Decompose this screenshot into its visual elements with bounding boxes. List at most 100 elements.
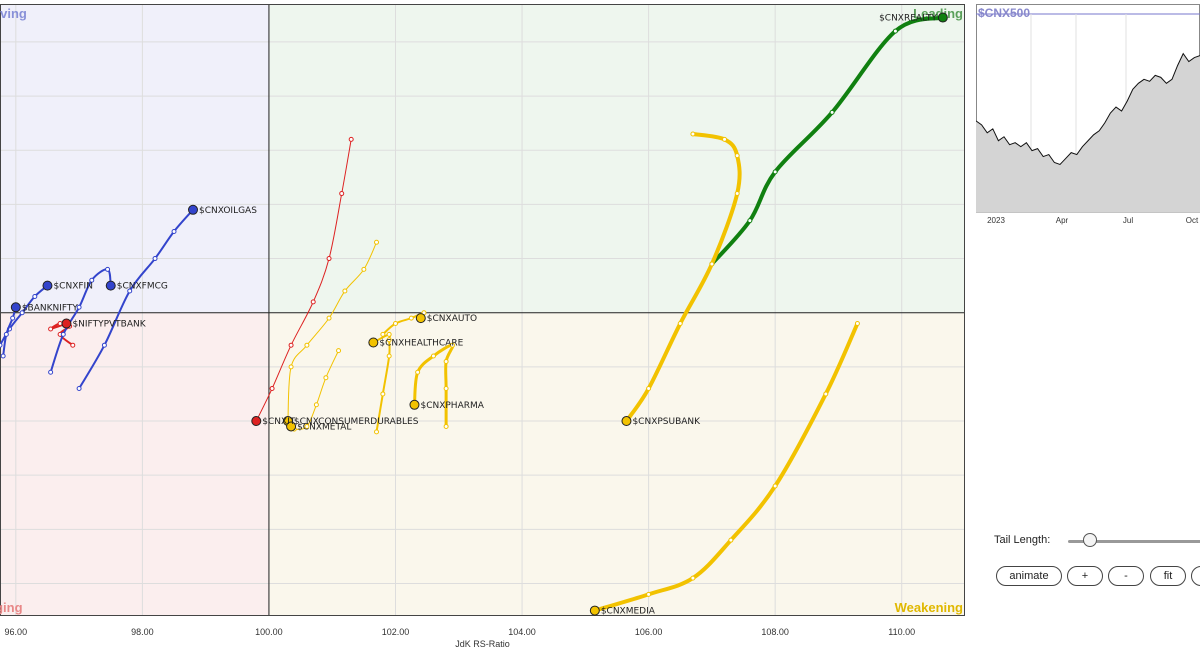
tail-point-cnxpharma-5 xyxy=(415,369,421,375)
tail-point-cnxfmcg-3 xyxy=(89,277,95,283)
animate-button[interactable]: animate xyxy=(996,566,1062,586)
tail-point-cnxit-3 xyxy=(310,299,316,305)
tail-point-cnxconsumerdurables-0 xyxy=(374,239,380,245)
tail-point-cnxmedia-3 xyxy=(728,537,734,543)
tail-point-cnxmedia-4 xyxy=(690,575,696,581)
head-cnxmetal xyxy=(286,421,297,432)
tail-point-cnxfin-2 xyxy=(19,310,25,316)
tail-point-banknifty-0 xyxy=(0,353,6,359)
tail-point-cnxit-0 xyxy=(348,136,354,142)
tail-point-cnxhealthcare-2 xyxy=(386,353,392,359)
tail-point-cnxrealty-1 xyxy=(747,218,753,224)
head-banknifty xyxy=(10,302,21,313)
head-cnxpharma xyxy=(409,399,420,410)
tail-point-cnxit-5 xyxy=(269,386,275,392)
x-tick-label-6: 108.00 xyxy=(761,627,789,637)
zoom-in-button[interactable]: + xyxy=(1067,566,1103,586)
tail-point-cnxmetal-3 xyxy=(304,423,310,429)
head-cnxfmcg xyxy=(105,280,116,291)
mini-area xyxy=(976,53,1200,212)
tail-point-cnxmedia-1 xyxy=(823,391,829,397)
tail-point-cnxfmcg-0 xyxy=(48,369,54,375)
tail-point-cnxmedia-5 xyxy=(646,591,652,597)
x-tick-label-7: 110.00 xyxy=(888,627,915,637)
tail-cnxoilgas xyxy=(78,208,194,390)
label-cnxpharma: $CNXPHARMA xyxy=(420,401,484,411)
tail-point-cnxpsubank-1 xyxy=(722,136,728,142)
tail-point-cnxconsumerdurables-3 xyxy=(326,315,332,321)
head-cnxfin xyxy=(42,280,53,291)
tail-point-cnxfmcg-4 xyxy=(105,266,111,272)
head-cnxrealty xyxy=(937,12,948,23)
tail-point-cnxpsubank-3 xyxy=(734,191,740,197)
tail-point-cnxit-2 xyxy=(326,256,332,262)
label-niftypvtbank: $NIFTYPVTBANK xyxy=(72,320,146,330)
mini-x-label-0: 2023 xyxy=(987,216,1005,225)
x-tick-label-2: 100.00 xyxy=(255,627,283,637)
label-cnxoilgas: $CNXOILGAS xyxy=(199,206,257,216)
tail-cnxpsubank xyxy=(624,131,742,424)
x-tick-label-3: 102.00 xyxy=(382,627,410,637)
label-cnxmedia: $CNXMEDIA xyxy=(601,607,656,617)
head-cnxpsubank xyxy=(621,416,632,427)
tail-point-cnxrealty-2 xyxy=(772,169,778,175)
head-cnxmedia xyxy=(589,605,600,616)
tail-point-cnxmetal-1 xyxy=(323,375,329,381)
tail-length-slider-track[interactable] xyxy=(1068,540,1200,543)
tail-point-cnxit-1 xyxy=(339,191,345,197)
label-cnxit: $CNXIT xyxy=(262,417,296,427)
quadrant-weakening xyxy=(268,312,965,616)
tail-point-niftypvtbank-4 xyxy=(48,326,54,332)
tail-point-cnxoilgas-0 xyxy=(76,386,82,392)
label-cnxfmcg: $CNXFMCG xyxy=(117,282,168,292)
fit-button[interactable]: fit xyxy=(1150,566,1186,586)
zoom-out-button[interactable]: - xyxy=(1108,566,1144,586)
tail-point-cnxpsubank-4 xyxy=(709,261,715,267)
quadrant-label-weakening: Weakening xyxy=(895,600,963,615)
tail-point-cnxmedia-0 xyxy=(854,321,860,327)
tail-point-cnxfin-0 xyxy=(0,342,3,348)
tail-point-cnxrealty-3 xyxy=(829,109,835,115)
mini-line xyxy=(975,52,1200,166)
label-cnxmetal: $CNXMETAL xyxy=(297,422,351,432)
tail-point-cnxmetal-2 xyxy=(313,402,319,408)
extra-button[interactable] xyxy=(1191,566,1200,586)
head-cnxit xyxy=(251,416,262,427)
tail-point-cnxpharma-3 xyxy=(449,342,455,348)
controls-panel: Tail Length: animate + - fit xyxy=(976,520,1200,640)
x-tick-label-4: 104.00 xyxy=(508,627,536,637)
head-cnxhealthcare xyxy=(368,337,379,348)
tail-point-cnxit-4 xyxy=(288,342,294,348)
tail-point-banknifty-1 xyxy=(3,331,9,337)
x-tick-label-1: 98.00 xyxy=(131,627,154,637)
mini-title: $CNX500 xyxy=(978,6,1030,20)
x-tick-label-5: 106.00 xyxy=(635,627,663,637)
tail-point-cnxpharma-1 xyxy=(443,386,449,392)
quadrant-label-improving: Improving xyxy=(0,6,27,21)
tail-point-banknifty-2 xyxy=(10,315,16,321)
head-cnxoilgas xyxy=(188,204,198,215)
rrg-chart: LeadingWeakeningLaggingImproving96.0098.… xyxy=(0,4,965,649)
tail-point-cnxpsubank-2 xyxy=(734,153,740,159)
tail-point-cnxauto-1 xyxy=(392,321,398,327)
head-niftypvtbank xyxy=(61,318,72,329)
label-cnxauto: $CNXAUTO xyxy=(427,314,477,324)
tail-point-cnxoilgas-4 xyxy=(171,228,177,234)
label-cnxconsumerdurables: $CNXCONSUMERDURABLES xyxy=(294,417,419,427)
label-cnxfin: $CNXFIN xyxy=(53,282,92,292)
x-axis-title: JdK RS-Ratio xyxy=(455,639,510,649)
mini-x-label-3: Oct xyxy=(1186,216,1199,225)
mini-x-label-1: Apr xyxy=(1056,216,1069,225)
tail-point-cnxconsumerdurables-1 xyxy=(361,266,367,272)
tail-point-cnxoilgas-1 xyxy=(101,342,107,348)
mini-x-label-2: Jul xyxy=(1123,216,1133,225)
quadrant-label-lagging: Lagging xyxy=(0,600,23,615)
label-banknifty: $BANKNIFTY xyxy=(22,303,79,313)
x-tick-label-0: 96.00 xyxy=(5,627,28,637)
quadrant-leading xyxy=(268,4,965,313)
tail-point-cnxfmcg-2 xyxy=(76,304,82,310)
tail-point-cnxfmcg-1 xyxy=(60,331,66,337)
tail-length-slider-thumb[interactable] xyxy=(1083,533,1097,547)
tail-point-cnxconsumerdurables-2 xyxy=(342,288,348,294)
tail-point-cnxhealthcare-1 xyxy=(380,391,386,397)
